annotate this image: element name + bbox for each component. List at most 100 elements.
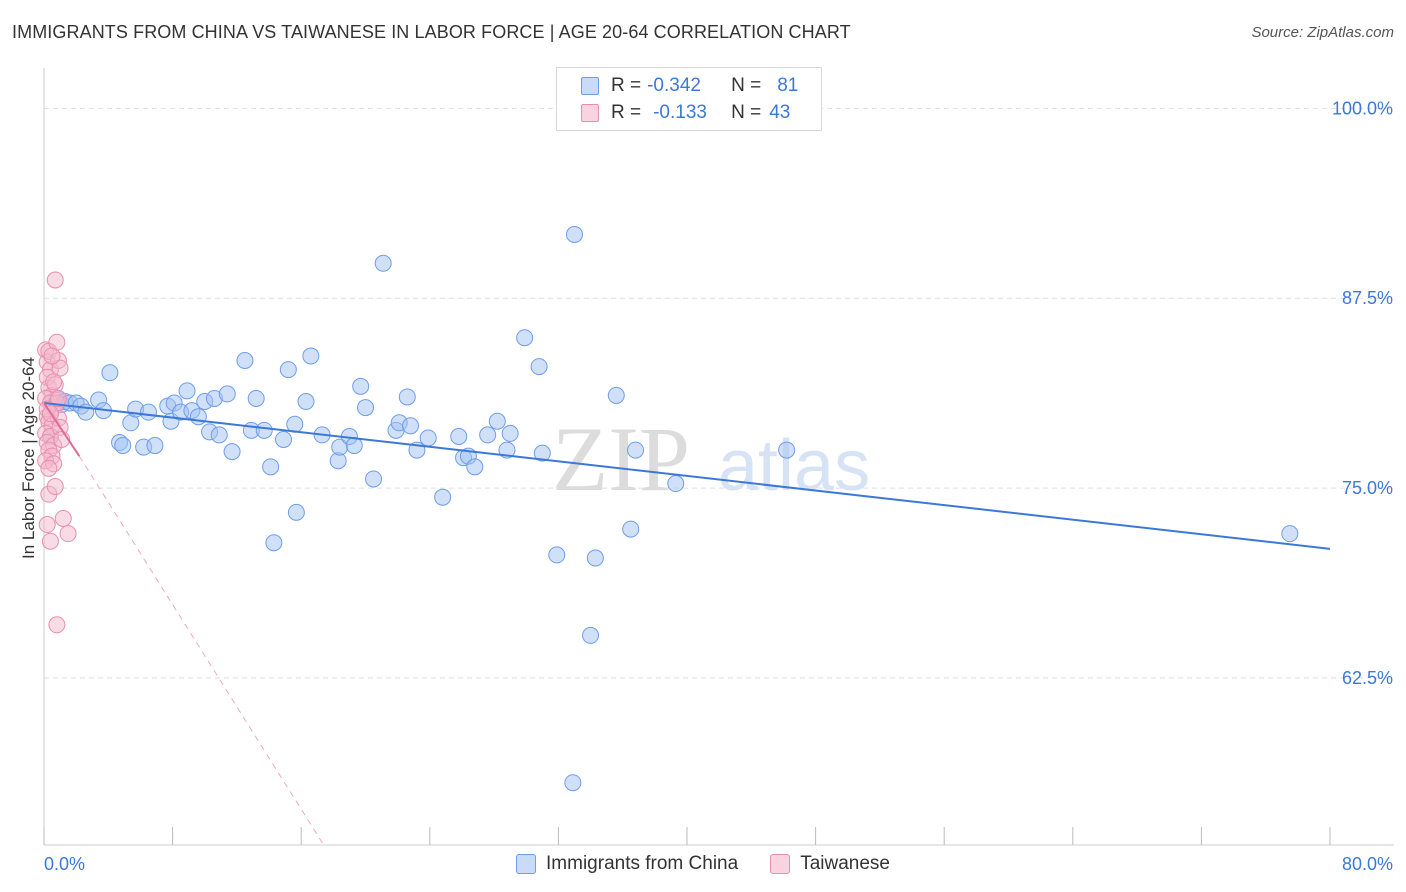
taiwanese-point — [41, 532, 59, 550]
taiwanese-point — [54, 509, 72, 527]
china-point — [548, 546, 566, 564]
trend-lines — [78, 455, 325, 846]
legend-n-value: 81 — [777, 75, 799, 96]
watermark-atlas: atlas — [718, 426, 870, 506]
china-point — [302, 347, 320, 365]
legend-r-value: -0.342 — [647, 75, 701, 96]
china-point — [178, 382, 196, 400]
taiwanese-point — [40, 459, 58, 477]
china-point — [419, 429, 437, 447]
x-tick-labels: 0.0% 80.0% — [44, 854, 1393, 874]
taiwanese-point — [46, 478, 64, 496]
watermark: ZIP atlas — [552, 408, 870, 510]
legend-row-taiwanese: R = -0.133 N = 43 — [581, 101, 790, 125]
legend-row-china: R = -0.342 N = 81 — [581, 74, 798, 98]
china-point — [345, 437, 363, 455]
china-point — [287, 503, 305, 521]
china-point — [778, 441, 796, 459]
chart-title: IMMIGRANTS FROM CHINA VS TAIWANESE IN LA… — [12, 22, 851, 42]
china-point — [114, 437, 132, 455]
china-point — [450, 427, 468, 445]
china-point — [586, 549, 604, 567]
taiwanese-trend-line — [43, 402, 81, 457]
china-point — [627, 441, 645, 459]
china-point — [607, 386, 625, 404]
taiwanese-point — [49, 389, 67, 407]
series-legend: Immigrants from China Taiwanese — [0, 851, 1406, 877]
china-point — [218, 385, 236, 403]
taiwanese-point — [51, 359, 69, 377]
legend-swatch-taiwanese — [770, 854, 791, 874]
legend-n-label: N = — [731, 75, 762, 96]
y-tick-label: 87.5% — [1342, 288, 1393, 308]
china-point — [262, 458, 280, 476]
china-point — [1281, 525, 1299, 543]
legend-n-value: 43 — [769, 102, 791, 123]
x-tick-label: 80.0% — [1342, 854, 1393, 874]
china-point — [275, 430, 293, 448]
legend-r-value: -0.133 — [653, 102, 707, 123]
china-point — [279, 361, 297, 379]
china-point — [667, 475, 685, 493]
china-point — [236, 351, 254, 369]
stats-legend: R = -0.342 N = 81 R = -0.133 N = 43 — [556, 67, 822, 131]
legend-n-label: N = — [731, 102, 762, 123]
china-point — [479, 426, 497, 444]
china-point — [255, 421, 273, 439]
china-point — [101, 364, 119, 382]
china-point — [223, 443, 241, 461]
china-point — [247, 389, 265, 407]
china-point — [622, 520, 640, 538]
legend-swatch-china — [516, 854, 537, 874]
y-tick-label: 62.5% — [1342, 668, 1393, 688]
legend-r-label: R = — [611, 75, 642, 96]
gridlines — [44, 107, 1394, 679]
taiwanese-point — [38, 516, 56, 534]
legend-label-china: Immigrants from China — [546, 853, 739, 874]
china-point — [352, 377, 370, 395]
legend-label-taiwanese: Taiwanese — [800, 853, 890, 874]
china-point — [533, 444, 551, 462]
taiwanese-point — [45, 373, 63, 391]
china-point — [564, 774, 582, 792]
watermark-zip: ZIP — [552, 408, 690, 510]
china-point — [530, 358, 548, 376]
taiwanese-point — [43, 347, 61, 365]
china-point — [365, 470, 383, 488]
legend-r-label: R = — [611, 102, 642, 123]
x-tick-label: 0.0% — [44, 854, 85, 874]
china-point — [565, 225, 583, 243]
y-axis-title: In Labor Force | Age 20-64 — [19, 357, 38, 559]
legend-swatch-china — [581, 77, 599, 95]
taiwanese-trend-extension — [78, 455, 325, 846]
y-tick-labels: 62.5% 75.0% 87.5% 100.0% — [1332, 98, 1393, 688]
taiwanese-point — [48, 616, 66, 634]
china-point — [374, 254, 392, 272]
china-point — [402, 417, 420, 435]
legend-item-china: Immigrants from China — [516, 853, 738, 875]
china-point — [210, 426, 228, 444]
data-points — [37, 225, 1331, 792]
china-point — [297, 393, 315, 411]
china-point — [265, 534, 283, 552]
china-point — [139, 403, 157, 421]
china-point — [501, 424, 519, 442]
china-point — [466, 458, 484, 476]
y-tick-label: 100.0% — [1332, 98, 1393, 118]
china-point — [146, 437, 164, 455]
china-point — [582, 626, 600, 644]
china-trend-line — [43, 402, 1331, 550]
source-label: Source: ZipAtlas.com — [1251, 24, 1394, 41]
china-point — [488, 412, 506, 430]
china-point — [398, 388, 416, 406]
legend-item-taiwanese: Taiwanese — [770, 853, 890, 875]
taiwanese-point — [59, 525, 77, 543]
taiwanese-point — [46, 271, 64, 289]
china-point — [357, 399, 374, 417]
china-point — [434, 488, 452, 506]
china-point — [189, 408, 207, 426]
china-point — [516, 329, 534, 347]
y-tick-label: 75.0% — [1342, 478, 1393, 498]
legend-swatch-taiwanese — [581, 104, 599, 122]
